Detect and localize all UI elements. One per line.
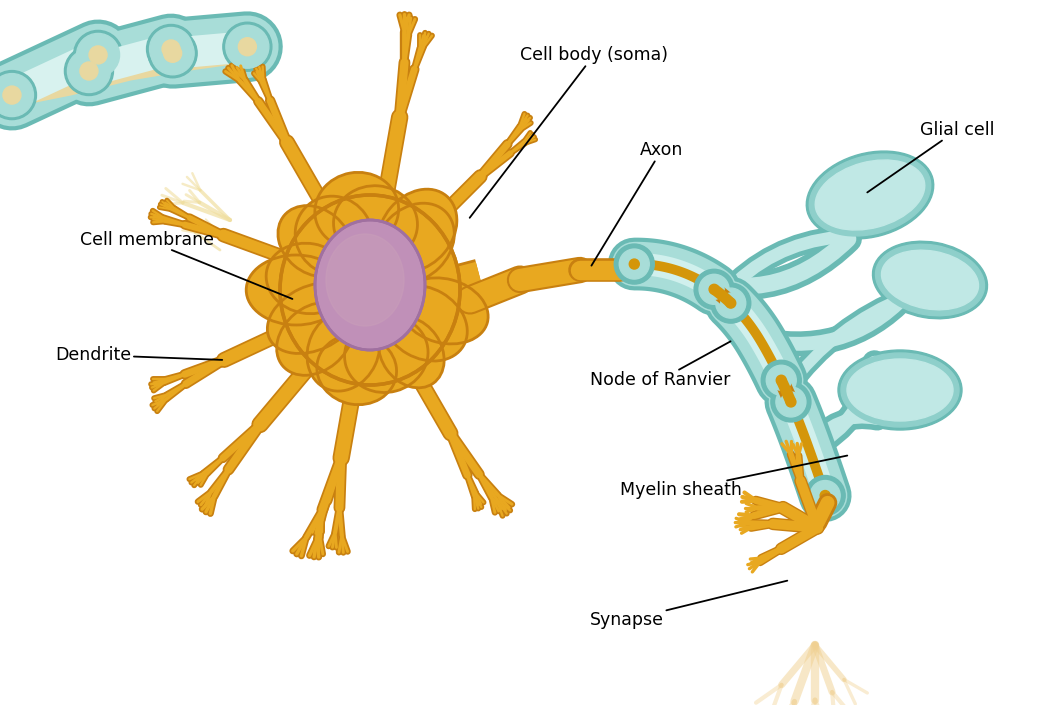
Ellipse shape [333,185,418,262]
Ellipse shape [277,302,353,375]
Ellipse shape [280,195,460,385]
Ellipse shape [163,40,180,58]
Ellipse shape [704,279,724,300]
Ellipse shape [65,47,114,95]
Ellipse shape [345,316,428,393]
Ellipse shape [624,254,644,274]
Ellipse shape [326,234,404,326]
Ellipse shape [223,23,272,71]
Ellipse shape [694,269,735,309]
Ellipse shape [89,46,107,64]
Ellipse shape [295,196,373,275]
Ellipse shape [882,250,978,309]
Ellipse shape [619,249,649,279]
Ellipse shape [3,86,21,104]
Ellipse shape [147,25,196,73]
Ellipse shape [315,172,399,249]
Ellipse shape [771,382,811,422]
Text: Cell body (soma): Cell body (soma) [470,46,668,218]
Ellipse shape [400,278,488,344]
Ellipse shape [711,283,750,323]
Ellipse shape [766,365,796,396]
Ellipse shape [716,288,746,318]
Ellipse shape [246,255,346,325]
Text: Myelin sheath: Myelin sheath [620,455,847,499]
Text: Cell membrane: Cell membrane [80,231,293,299]
Ellipse shape [762,360,801,400]
Ellipse shape [307,309,379,391]
Ellipse shape [786,397,796,407]
Ellipse shape [80,62,98,80]
Text: Axon: Axon [592,141,684,266]
Ellipse shape [375,203,454,283]
Ellipse shape [615,244,654,284]
Text: Synapse: Synapse [590,581,788,629]
Ellipse shape [164,44,181,62]
Ellipse shape [710,284,719,294]
Ellipse shape [226,25,269,68]
Ellipse shape [875,244,985,316]
Ellipse shape [820,491,830,501]
Ellipse shape [811,481,840,510]
Ellipse shape [780,392,801,412]
Ellipse shape [315,220,425,350]
Ellipse shape [148,29,197,78]
Ellipse shape [325,233,405,328]
Ellipse shape [805,476,845,515]
Ellipse shape [68,49,110,92]
Ellipse shape [280,195,460,385]
Ellipse shape [815,486,836,505]
Text: Dendrite: Dendrite [55,346,222,364]
Ellipse shape [721,293,741,313]
Ellipse shape [315,220,425,350]
Ellipse shape [239,38,256,56]
Ellipse shape [378,317,444,388]
Text: Node of Ranvier: Node of Ranvier [590,341,730,389]
Ellipse shape [810,154,931,236]
Ellipse shape [151,32,194,75]
Ellipse shape [838,350,962,430]
Ellipse shape [771,370,791,391]
Ellipse shape [266,243,350,314]
Ellipse shape [0,73,33,116]
Ellipse shape [381,286,467,361]
Ellipse shape [74,30,123,80]
Ellipse shape [841,353,959,427]
Ellipse shape [726,298,736,308]
Ellipse shape [847,359,953,421]
Ellipse shape [278,206,352,276]
Ellipse shape [629,259,640,269]
Text: Glial cell: Glial cell [867,121,994,192]
Ellipse shape [0,70,36,120]
Ellipse shape [268,283,358,353]
Ellipse shape [378,189,456,271]
Ellipse shape [872,241,988,319]
Ellipse shape [807,151,934,239]
Ellipse shape [776,387,805,417]
Ellipse shape [776,375,787,385]
Ellipse shape [76,33,120,76]
Ellipse shape [699,274,729,305]
Ellipse shape [815,160,924,230]
Ellipse shape [317,334,397,405]
Ellipse shape [150,27,193,70]
